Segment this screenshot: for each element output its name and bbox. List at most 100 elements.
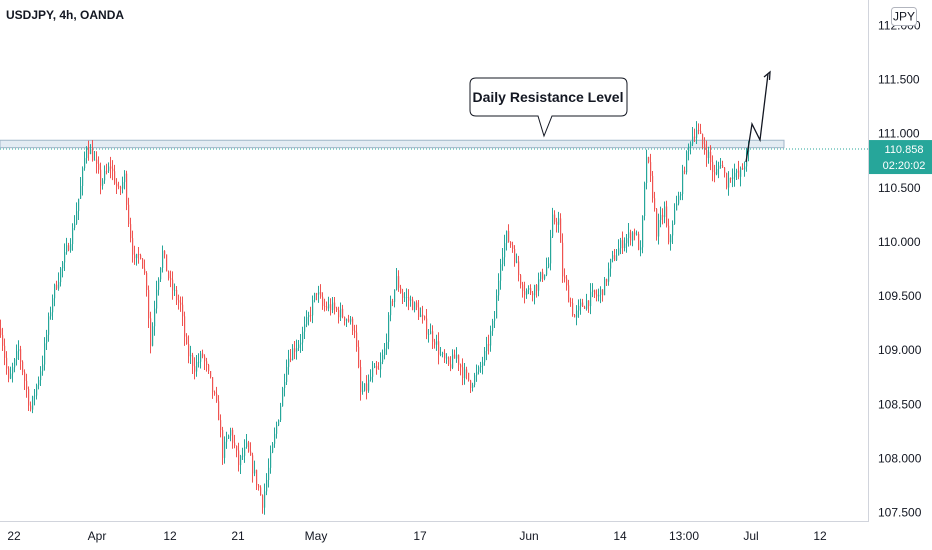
currency-badge[interactable]: JPY: [891, 7, 917, 26]
candle: [610, 258, 612, 277]
x-tick-label: 22: [7, 529, 21, 543]
candle: [94, 150, 96, 161]
candle: [672, 220, 674, 244]
candle: [96, 151, 98, 174]
candle: [480, 361, 482, 373]
candle: [52, 294, 54, 321]
candle: [276, 421, 278, 439]
candle: [20, 345, 22, 370]
candle: [24, 369, 26, 391]
candle: [574, 313, 576, 318]
candle: [334, 296, 336, 315]
candle: [300, 333, 302, 353]
y-tick-label: 110.500: [878, 181, 921, 195]
candle: [438, 332, 440, 365]
x-tick-label: 14: [613, 529, 627, 543]
candle: [418, 300, 420, 320]
candle: [426, 309, 428, 340]
candle: [440, 347, 442, 357]
candle: [222, 426, 224, 465]
candle: [680, 191, 682, 201]
candle: [166, 254, 168, 272]
candle: [502, 248, 504, 271]
candle: [584, 305, 586, 310]
candle: [472, 382, 474, 392]
candle: [614, 248, 616, 262]
candle: [596, 289, 598, 302]
candle: [172, 271, 174, 300]
candle: [274, 427, 276, 448]
x-tick-label: Jun: [519, 529, 538, 543]
candle: [386, 333, 388, 355]
resistance-zone[interactable]: [0, 139, 785, 149]
candle: [208, 363, 210, 375]
candle: [646, 149, 648, 190]
candle: [444, 349, 446, 363]
candle: [260, 485, 262, 496]
candle: [282, 386, 284, 407]
time-axis[interactable]: 22 Apr 12 21 May 17 Jun 14 13:00 Jul 12: [7, 529, 827, 543]
candle: [406, 288, 408, 307]
candle: [206, 357, 208, 372]
candle: [700, 123, 702, 135]
candle: [338, 306, 340, 324]
candle: [340, 302, 342, 322]
candle: [156, 280, 158, 314]
candle: [280, 402, 282, 423]
candle: [350, 316, 352, 325]
candle: [494, 310, 496, 329]
candle: [36, 383, 38, 400]
candle: [372, 361, 374, 383]
candle: [132, 230, 134, 263]
candle: [136, 253, 138, 266]
candle: [728, 171, 730, 196]
candle: [60, 266, 62, 287]
candle: [366, 375, 368, 400]
currency-label: JPY: [893, 10, 915, 24]
candle: [238, 442, 240, 472]
candle: [138, 246, 140, 264]
candle: [34, 389, 36, 406]
projection-arrow[interactable]: [745, 73, 769, 163]
candles: [0, 121, 750, 515]
candle: [306, 310, 308, 328]
candle: [448, 356, 450, 367]
candle: [464, 362, 466, 385]
candle: [256, 469, 258, 490]
candle: [298, 339, 300, 351]
candle: [550, 229, 552, 271]
candle: [694, 128, 696, 142]
candle: [150, 311, 152, 354]
y-tick-label: 107.500: [878, 506, 922, 520]
bar-countdown: 02:20:02: [883, 160, 926, 172]
candle: [718, 161, 720, 179]
candle: [496, 289, 498, 319]
candle: [190, 345, 192, 364]
candle: [40, 366, 42, 387]
candle: [6, 351, 8, 375]
resistance-callout[interactable]: Daily Resistance Level: [469, 77, 628, 138]
candle: [204, 354, 206, 370]
x-tick-label: Jul: [743, 529, 758, 543]
candle: [312, 295, 314, 324]
candle: [78, 198, 80, 220]
candle: [286, 359, 288, 386]
y-tick-label: 111.500: [878, 73, 920, 87]
candle: [638, 231, 640, 251]
candle: [168, 270, 170, 281]
candle: [404, 292, 406, 302]
candle: [112, 160, 114, 181]
candle: [518, 255, 520, 282]
candle: [660, 206, 662, 228]
candle: [590, 283, 592, 315]
candle: [652, 171, 654, 203]
candle: [498, 273, 500, 301]
candle: [224, 436, 226, 464]
candle: [352, 316, 354, 336]
candle: [424, 315, 426, 321]
candle: [430, 323, 432, 335]
candle: [62, 261, 64, 278]
candle: [534, 284, 536, 305]
candle: [618, 239, 620, 256]
